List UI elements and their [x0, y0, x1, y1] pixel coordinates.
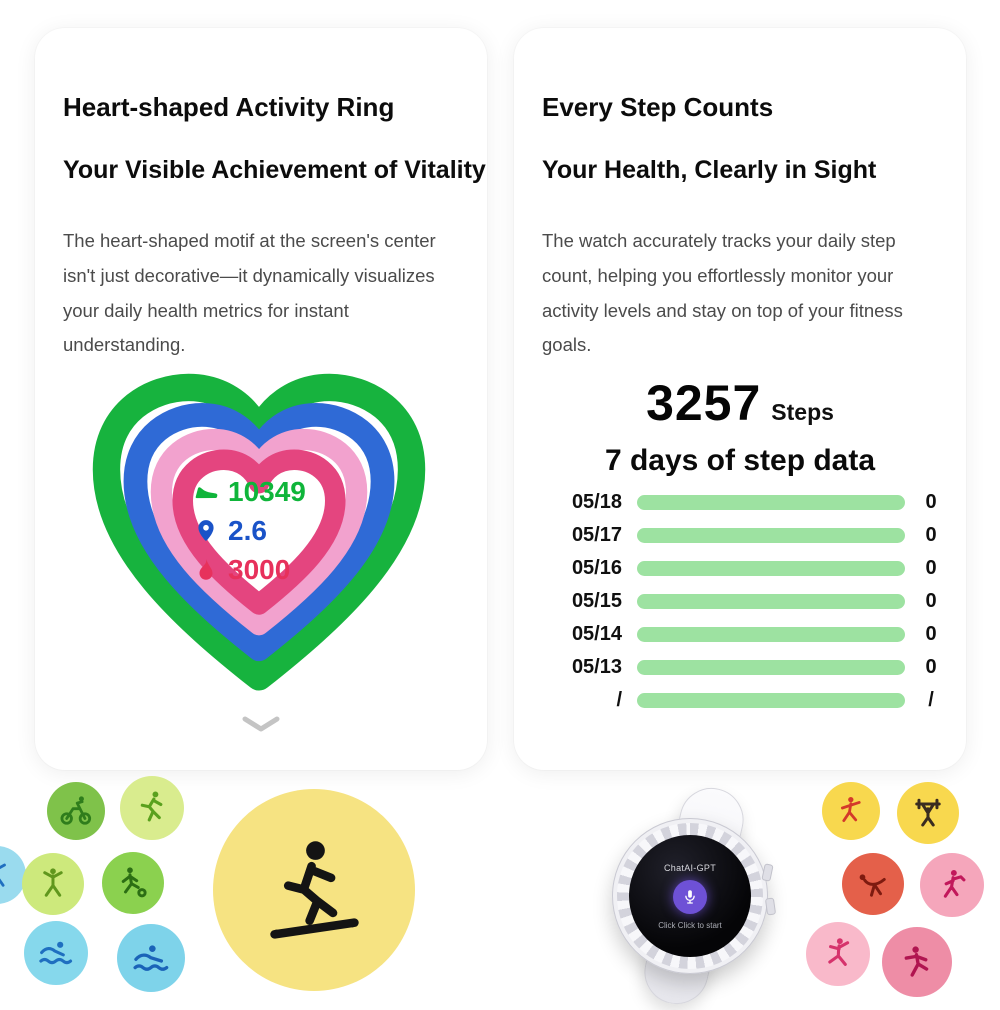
- step-row-date: 05/14: [571, 622, 622, 645]
- watch-bezel: ChatAI-GPT Click Click to start: [617, 823, 763, 969]
- calories-value: 3000: [228, 554, 291, 585]
- step-count-card: Every Step Counts Your Health, Clearly i…: [514, 28, 966, 770]
- swimming-icon: [24, 921, 88, 985]
- heart-stats: 10349 2.6 3000: [193, 476, 306, 586]
- steps-hero: 3257 Steps: [514, 374, 966, 432]
- watch-body: ChatAI-GPT Click Click to start: [612, 818, 777, 974]
- distance-value: 2.6: [228, 515, 267, 546]
- step-row-bar: [637, 560, 905, 576]
- steps-hero-value: 3257: [646, 375, 762, 431]
- heart-activity-ring-graphic: 10349 2.6 3000: [63, 360, 455, 712]
- running-icon: [120, 776, 184, 840]
- step-row: 05/13 0: [544, 655, 942, 679]
- step-row-value: 0: [925, 655, 937, 678]
- yoga-icon: [22, 853, 84, 915]
- right-card-subtitle: Your Health, Clearly in Sight: [542, 156, 877, 184]
- step-row-date: 05/15: [571, 589, 622, 612]
- step-row: 05/18 0: [544, 490, 942, 514]
- step-row-value: 0: [925, 556, 937, 579]
- smartwatch-product: ChatAI-GPT Click Click to start: [598, 781, 798, 1010]
- dancing-icon: [806, 922, 870, 986]
- steps-shoe-icon: [195, 487, 218, 499]
- step-row-date: 05/17: [571, 523, 622, 546]
- chevron-down-icon: [242, 716, 280, 732]
- watch-brand-text: ChatAI-GPT: [663, 862, 716, 873]
- distance-stat: 2.6: [193, 515, 306, 547]
- step-row: / /: [544, 688, 942, 712]
- calories-stat: 3000: [193, 554, 306, 586]
- stretching-icon: [822, 782, 880, 840]
- step-row: 05/14 0: [544, 622, 942, 646]
- steps-value: 10349: [228, 476, 306, 507]
- step-row-bar: [637, 659, 905, 675]
- step-row-value: 0: [925, 622, 937, 645]
- step-chart-title: 7 days of step data: [604, 444, 876, 477]
- step-row-bar: [637, 527, 905, 543]
- mic-button: [673, 879, 707, 914]
- step-row-value: 0: [925, 523, 937, 546]
- step-row-bar: [637, 626, 905, 642]
- step-row-bar: [637, 692, 905, 708]
- left-card-subtitle: Your Visible Achievement of Vitality: [63, 156, 486, 184]
- boxing-icon: [920, 853, 984, 917]
- step-row: 05/15 0: [544, 589, 942, 613]
- right-card-description: The watch accurately tracks your daily s…: [542, 230, 903, 356]
- heart-ring-card: Heart-shaped Activity Ring Your Visible …: [35, 28, 487, 770]
- step-row-value: 0: [925, 490, 937, 513]
- step-row-date: 05/13: [571, 655, 622, 678]
- swimming-icon: [117, 924, 185, 992]
- step-row-bar: [637, 494, 905, 510]
- watch-hint-text: Click Click to start: [658, 920, 722, 930]
- left-card-title: Heart-shaped Activity Ring: [63, 92, 395, 122]
- dancing-icon: [882, 927, 952, 997]
- step-row-date: /: [616, 688, 622, 711]
- watch-crown-button: [761, 863, 774, 882]
- weightlifting-icon: [897, 782, 959, 844]
- right-card-title: Every Step Counts: [542, 92, 774, 122]
- step-row-date: 05/18: [571, 490, 622, 513]
- calories-flame-icon: [199, 559, 213, 580]
- heart-rings-illustration: [92, 373, 426, 691]
- gymnastics-icon: [842, 853, 904, 915]
- soccer-icon: [102, 852, 164, 914]
- watch-screen: ChatAI-GPT Click Click to start: [629, 835, 751, 957]
- step-row-date: 05/16: [571, 556, 622, 579]
- distance-pin-icon: [198, 520, 214, 541]
- step-row: 05/17 0: [544, 523, 942, 547]
- watch-crown-button: [764, 897, 777, 916]
- microphone-icon: [685, 889, 695, 904]
- step-history-list: 05/18 0 05/17 0 05/16 0 05/15 0 05/14 0 …: [544, 490, 942, 721]
- step-row-bar: [637, 593, 905, 609]
- step-row-value: /: [928, 688, 934, 711]
- cycling-icon: [47, 782, 105, 840]
- step-row: 05/16 0: [544, 556, 942, 580]
- left-card-description: The heart-shaped motif at the screen's c…: [63, 230, 436, 356]
- treadmill-running-icon: [213, 789, 415, 991]
- steps-hero-unit: Steps: [771, 399, 834, 425]
- step-row-value: 0: [925, 589, 937, 612]
- steps-stat: 10349: [193, 476, 306, 508]
